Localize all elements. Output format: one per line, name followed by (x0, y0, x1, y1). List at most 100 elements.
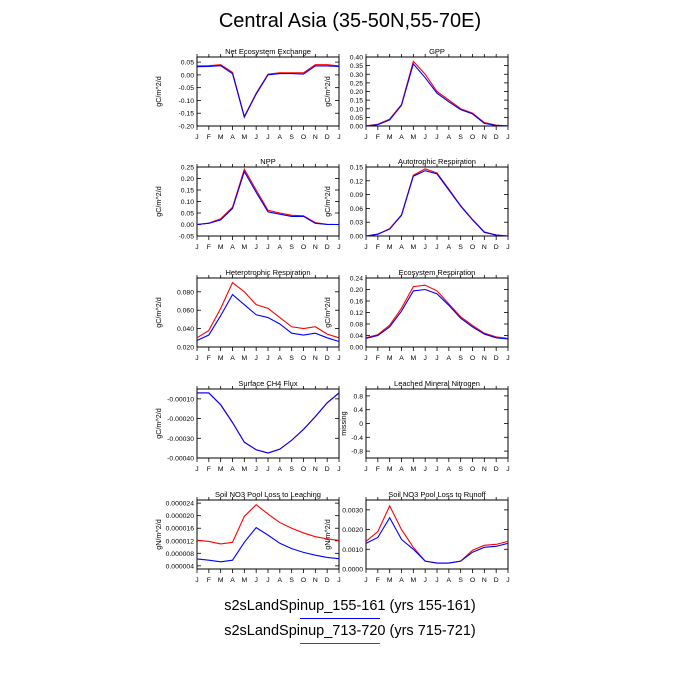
x-tick-label: M (387, 355, 393, 362)
x-tick-label: J (364, 244, 367, 251)
y-tick-label: 0.10 (350, 106, 363, 113)
panel-title: Soil NO3 Pool Loss to Leaching (215, 490, 321, 499)
x-tick-label: M (218, 466, 224, 473)
y-tick-label: 0.00 (181, 222, 194, 229)
x-tick-label: J (195, 134, 198, 141)
x-tick-label: F (207, 466, 211, 473)
x-tick-label: J (195, 244, 198, 251)
panel-title: Ecosystem Respiration (399, 268, 476, 277)
y-tick-label: 0.00 (350, 345, 363, 352)
x-tick-label: N (313, 244, 318, 251)
series-line-1 (196, 170, 339, 226)
y-tick-label: 0.40 (350, 55, 363, 62)
x-tick-label: A (278, 577, 283, 584)
x-tick-label: D (325, 466, 330, 473)
panel-4: Autotrophic Respiration 0.15 0.12 0.09 0.06 0… (323, 157, 510, 251)
y-tick-label: 0.00 (350, 234, 363, 241)
x-tick-label: S (458, 355, 463, 362)
x-tick-label: J (364, 134, 367, 141)
x-tick-label: M (410, 134, 416, 141)
x-tick-label: J (506, 244, 509, 251)
x-tick-label: J (364, 355, 367, 362)
y-tick-label: 0.35 (350, 63, 363, 70)
y-tick-label: 0.15 (181, 188, 194, 195)
panel-9: Soil NO3 Pool Loss to Leaching 0.000024 0.… (154, 490, 341, 584)
y-tick-label: 0.020 (177, 345, 194, 352)
panel-1: Net Ecosystem Exchange 0.05 0.00 -0.05 -0.10… (154, 47, 341, 141)
y-axis-label: gC/m^2/d (154, 76, 163, 107)
panel-title: Net Ecosystem Exchange (225, 47, 311, 56)
x-tick-label: J (266, 355, 269, 362)
x-tick-label: J (435, 355, 438, 362)
x-tick-label: N (313, 577, 318, 584)
y-tick-label: 0.0030 (342, 507, 363, 514)
x-tick-label: M (218, 355, 224, 362)
x-tick-label: M (387, 466, 393, 473)
y-tick-label: 0.05 (350, 115, 363, 122)
y-tick-label: -0.05 (179, 234, 195, 241)
y-tick-label: 0.20 (350, 89, 363, 96)
y-tick-label: 0.040 (177, 326, 194, 333)
x-tick-label: J (423, 355, 426, 362)
plot-frame (365, 166, 509, 237)
x-tick-label: F (376, 244, 380, 251)
y-tick-label: 0.25 (181, 165, 194, 172)
y-tick-label: 0.25 (350, 80, 363, 87)
x-tick-label: J (337, 577, 340, 584)
series-line-1 (365, 62, 509, 127)
panel-7: Surface CH4 Flux -0.00010 -0.00020 -0.00030… (154, 379, 341, 473)
x-tick-label: S (289, 355, 294, 362)
x-tick-label: J (423, 244, 426, 251)
x-tick-label: O (301, 355, 306, 362)
y-axis-label: missing (339, 411, 348, 435)
x-tick-label: M (241, 577, 247, 584)
x-tick-label: J (266, 134, 269, 141)
y-axis-label: gC/m^2/d (154, 186, 163, 217)
x-tick-label: O (470, 466, 475, 473)
x-tick-label: N (482, 466, 487, 473)
y-tick-label: 0.00 (181, 72, 194, 79)
x-tick-label: S (289, 244, 294, 251)
y-tick-label: 0.08 (350, 322, 363, 329)
x-tick-label: D (325, 134, 330, 141)
x-tick-label: J (254, 134, 257, 141)
x-tick-label: F (376, 355, 380, 362)
y-tick-label: 0.05 (181, 211, 194, 218)
y-tick-label: 0.000016 (166, 526, 195, 533)
y-tick-label: 0.12 (350, 310, 363, 317)
x-tick-label: A (447, 577, 452, 584)
y-tick-label: 0.10 (181, 199, 194, 206)
legend-entry-2: s2sLandSpinup_713-720 (yrs 715-721) (224, 623, 476, 639)
y-tick-label: -0.8 (351, 449, 363, 456)
y-tick-label: 0.000012 (166, 538, 195, 545)
series-line-2 (196, 64, 340, 119)
x-tick-label: F (376, 466, 380, 473)
y-tick-label: 0 (359, 421, 363, 428)
series-line-2 (196, 167, 340, 226)
y-tick-label: 0.06 (350, 206, 363, 213)
x-tick-label: J (364, 466, 367, 473)
legend-swatch-1 (300, 618, 380, 619)
x-tick-label: J (266, 244, 269, 251)
y-axis-label: gN/m^2/d (323, 519, 332, 550)
x-tick-label: A (399, 355, 404, 362)
x-tick-label: J (506, 577, 509, 584)
x-tick-label: M (410, 244, 416, 251)
x-tick-label: J (435, 577, 438, 584)
x-tick-label: M (218, 244, 224, 251)
y-tick-label: 0.20 (350, 287, 363, 294)
x-tick-label: J (254, 577, 257, 584)
x-tick-label: J (423, 466, 426, 473)
y-tick-label: 0.30 (350, 72, 363, 79)
x-tick-label: J (337, 134, 340, 141)
series-line-1 (365, 516, 509, 564)
x-tick-label: D (494, 134, 499, 141)
y-tick-label: 0.09 (350, 192, 363, 199)
x-tick-label: S (458, 244, 463, 251)
series-line-2 (365, 284, 509, 339)
x-tick-label: O (470, 244, 475, 251)
x-tick-label: A (399, 134, 404, 141)
panel-6: Ecosystem Respiration 0.24 0.20 0.16 0.12 0.0… (323, 268, 510, 362)
series-line-1 (197, 392, 340, 454)
x-tick-label: J (423, 134, 426, 141)
